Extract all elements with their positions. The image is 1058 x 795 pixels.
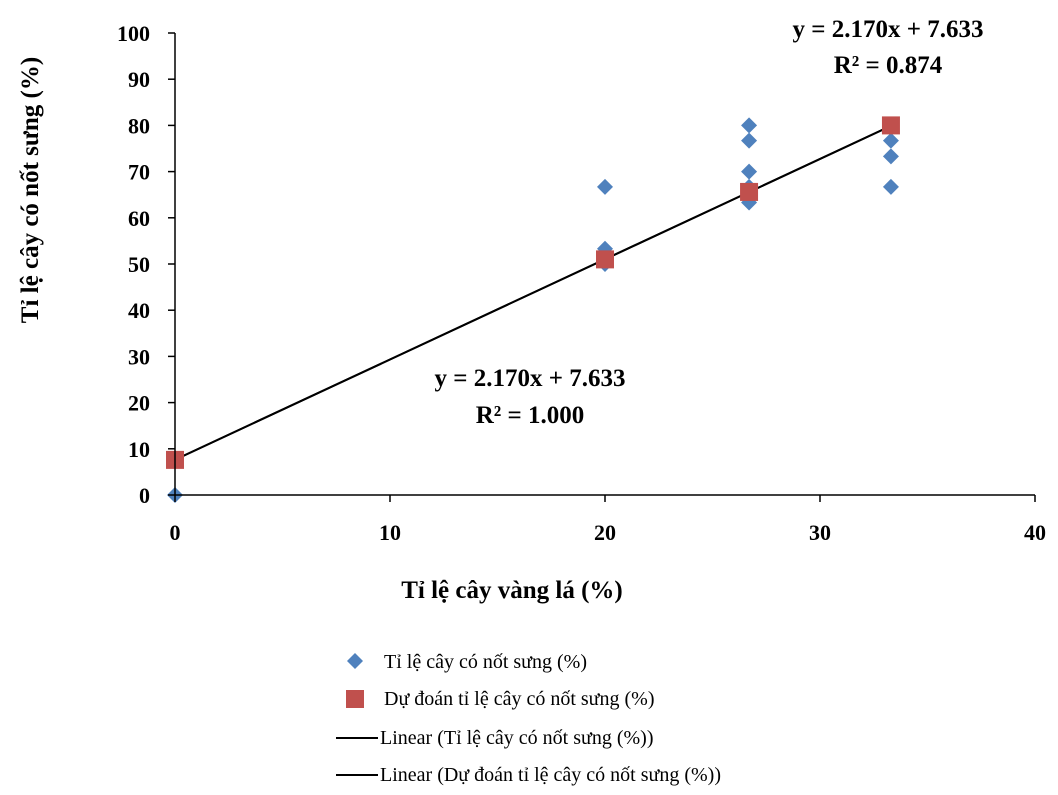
x-axis-title: Tỉ lệ cây vàng lá (%) (401, 577, 623, 604)
legend-square-icon (346, 690, 364, 708)
annotation-top-r2: R² = 0.874 (834, 52, 943, 79)
predicted-point (881, 116, 900, 135)
predicted-point (740, 182, 759, 201)
observed-point (741, 132, 758, 149)
y-tick-label: 90 (128, 67, 150, 92)
legend: Tỉ lệ cây có nốt sưng (%) Dự đoán tỉ lệ … (336, 651, 721, 786)
x-tick-label: 20 (594, 520, 616, 545)
y-tick-label: 20 (128, 391, 150, 416)
annotation-top-equation: y = 2.170x + 7.633 (793, 16, 984, 43)
y-tick-label: 0 (139, 483, 150, 508)
legend-label-observed: Tỉ lệ cây có nốt sưng (%) (384, 651, 587, 673)
legend-item-linear-observed: Linear (Tỉ lệ cây có nốt sưng (%)) (336, 727, 654, 749)
y-tick-label: 50 (128, 252, 150, 277)
x-tick-label: 40 (1024, 520, 1046, 545)
observed-point (741, 117, 758, 134)
y-tick-label: 70 (128, 160, 150, 185)
annotation-center-equation: y = 2.170x + 7.633 (435, 365, 626, 392)
x-tick-label: 30 (809, 520, 831, 545)
y-tick-label: 100 (117, 21, 150, 46)
observed-point (597, 178, 613, 195)
y-tick-label: 40 (128, 298, 150, 323)
observed-point (882, 132, 899, 149)
observed-point (741, 163, 758, 180)
x-tick-label: 10 (379, 520, 401, 545)
observed-point (882, 148, 899, 165)
y-tick-label: 80 (128, 113, 150, 138)
legend-item-predicted: Dự đoán tỉ lệ cây có nốt sưng (%) (346, 688, 655, 710)
y-tick-label: 30 (128, 344, 150, 369)
predicted-point (596, 250, 614, 269)
y-tick-label: 10 (128, 437, 150, 462)
observed-point (882, 178, 899, 195)
axes (168, 32, 1036, 502)
legend-label-linear-observed: Linear (Tỉ lệ cây có nốt sưng (%)) (380, 727, 654, 749)
legend-label-predicted: Dự đoán tỉ lệ cây có nốt sưng (%) (384, 688, 655, 710)
plot-area (166, 116, 900, 503)
legend-diamond-icon (347, 653, 363, 669)
tick-labels: 0 10 20 30 40 50 60 70 80 90 100 0 10 20 30 40 (117, 21, 1046, 545)
trendline-1 (174, 124, 892, 461)
legend-item-observed: Tỉ lệ cây có nốt sưng (%) (347, 651, 587, 673)
legend-label-linear-predicted: Linear (Dự đoán tỉ lệ cây có nốt sưng (%… (380, 764, 721, 786)
x-tick-label: 0 (170, 520, 181, 545)
annotation-center-r2: R² = 1.000 (476, 402, 585, 429)
y-tick-label: 60 (128, 206, 150, 231)
y-axis-title: Tỉ lệ cây có nốt sưng (%) (17, 57, 44, 323)
legend-item-linear-predicted: Linear (Dự đoán tỉ lệ cây có nốt sưng (%… (336, 764, 721, 786)
